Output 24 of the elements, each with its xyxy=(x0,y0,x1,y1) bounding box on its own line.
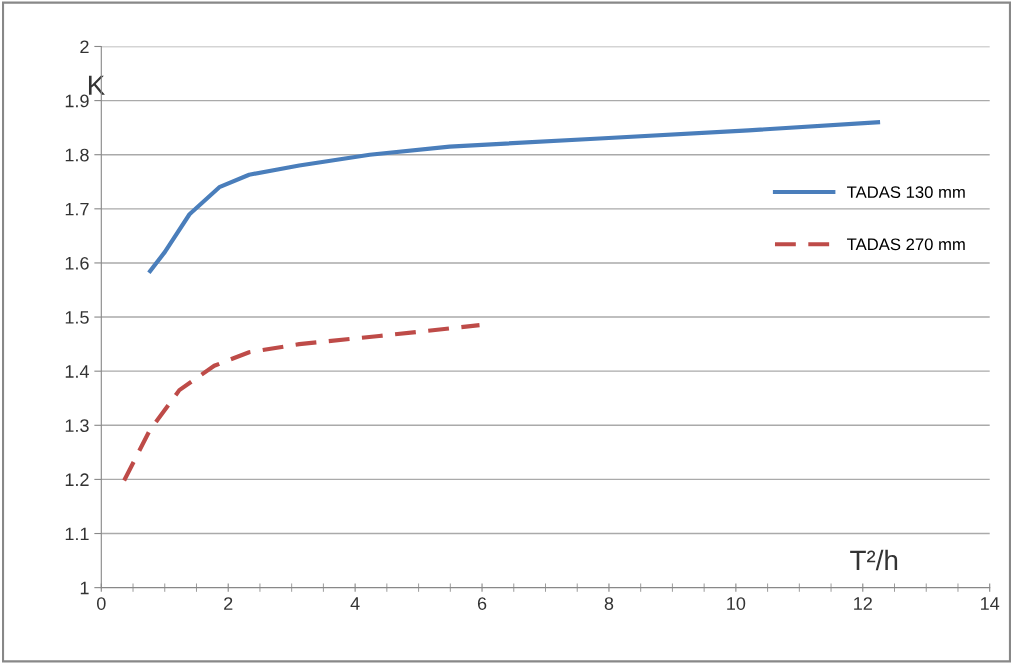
x-tick-label: 4 xyxy=(350,597,360,610)
x-tick-label: 2 xyxy=(224,597,233,610)
legend-label: TADAS 270 mm xyxy=(847,238,965,251)
y-tick-label: 1 xyxy=(80,581,89,595)
y-tick-label: 2 xyxy=(80,40,89,54)
y-tick-label: 1.6 xyxy=(65,256,89,270)
x-tick-label: 0 xyxy=(96,597,106,610)
y-tick-label: 1.9 xyxy=(65,94,89,108)
y-tick-label: 1.5 xyxy=(65,311,89,324)
x-tick-label: 10 xyxy=(727,597,746,610)
x-tick-label: 14 xyxy=(981,597,1000,610)
y-tick-label: 1.8 xyxy=(65,148,89,162)
x-tick-label: 6 xyxy=(477,597,487,610)
y-axis-title: K xyxy=(88,75,105,95)
x-tick-label: 8 xyxy=(604,597,614,610)
y-tick-label: 1.7 xyxy=(65,202,89,216)
x-tick-label: 12 xyxy=(854,597,872,610)
y-tick-label: 1.4 xyxy=(65,365,89,378)
legend-label: TADAS 130 mm xyxy=(847,186,965,199)
y-tick-label: 1.2 xyxy=(65,473,89,486)
y-tick-label: 1.3 xyxy=(65,419,89,433)
line-series xyxy=(122,323,482,483)
y-tick-label: 1.1 xyxy=(65,527,89,541)
x-axis-title: T²/h xyxy=(850,549,898,571)
